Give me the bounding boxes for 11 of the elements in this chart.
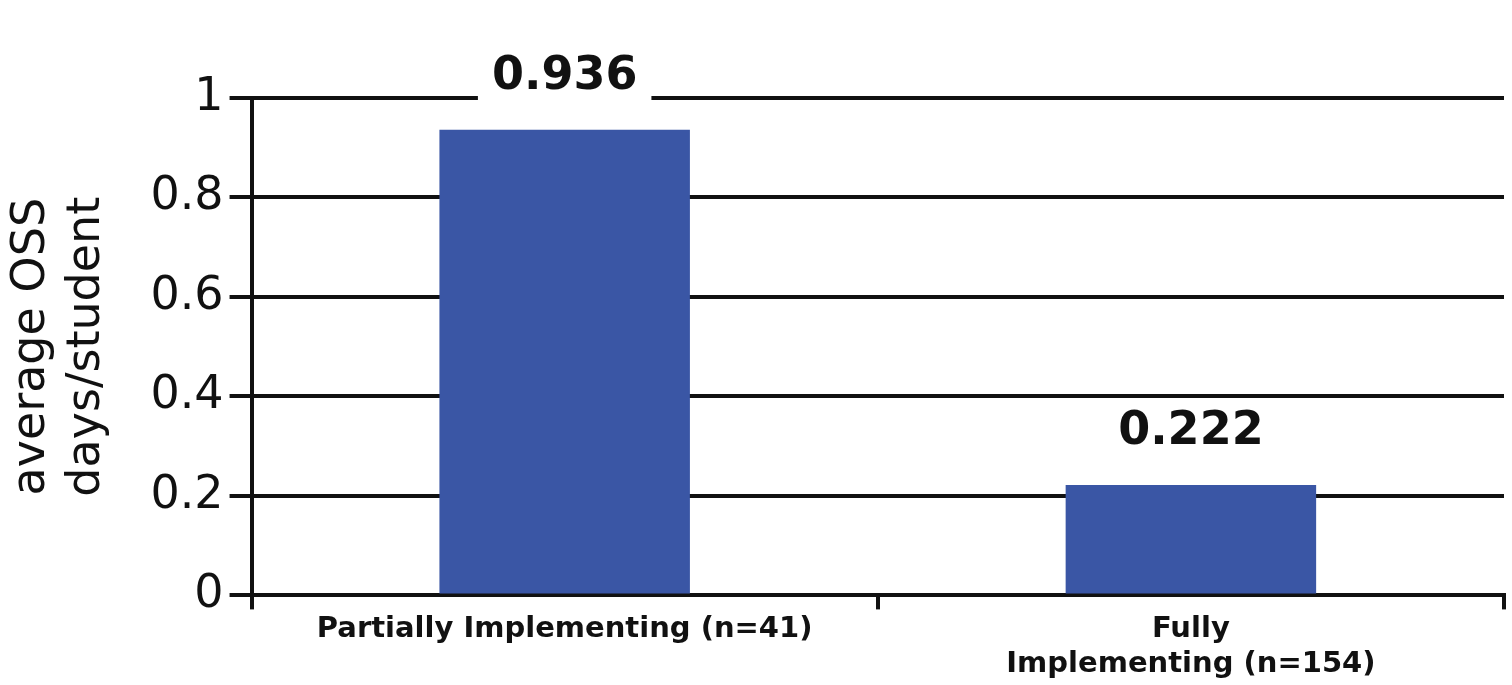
data-label: 0.222	[1118, 400, 1264, 455]
data-label: 0.936	[491, 45, 638, 100]
y-tick-label: 1	[194, 66, 224, 121]
y-tick-label: 0	[194, 564, 224, 619]
y-tick-label: 0.6	[150, 265, 224, 320]
y-tick-label: 0.2	[150, 464, 224, 519]
x-tick-label: Fully Implementing (n=154)	[1006, 610, 1376, 680]
y-axis-title: average OSS days/student	[0, 196, 110, 497]
x-tick-label: Partially Implementing (n=41)	[316, 610, 813, 645]
y-tick-label: 0.8	[150, 166, 224, 221]
y-tick-label: 0.4	[150, 365, 224, 420]
